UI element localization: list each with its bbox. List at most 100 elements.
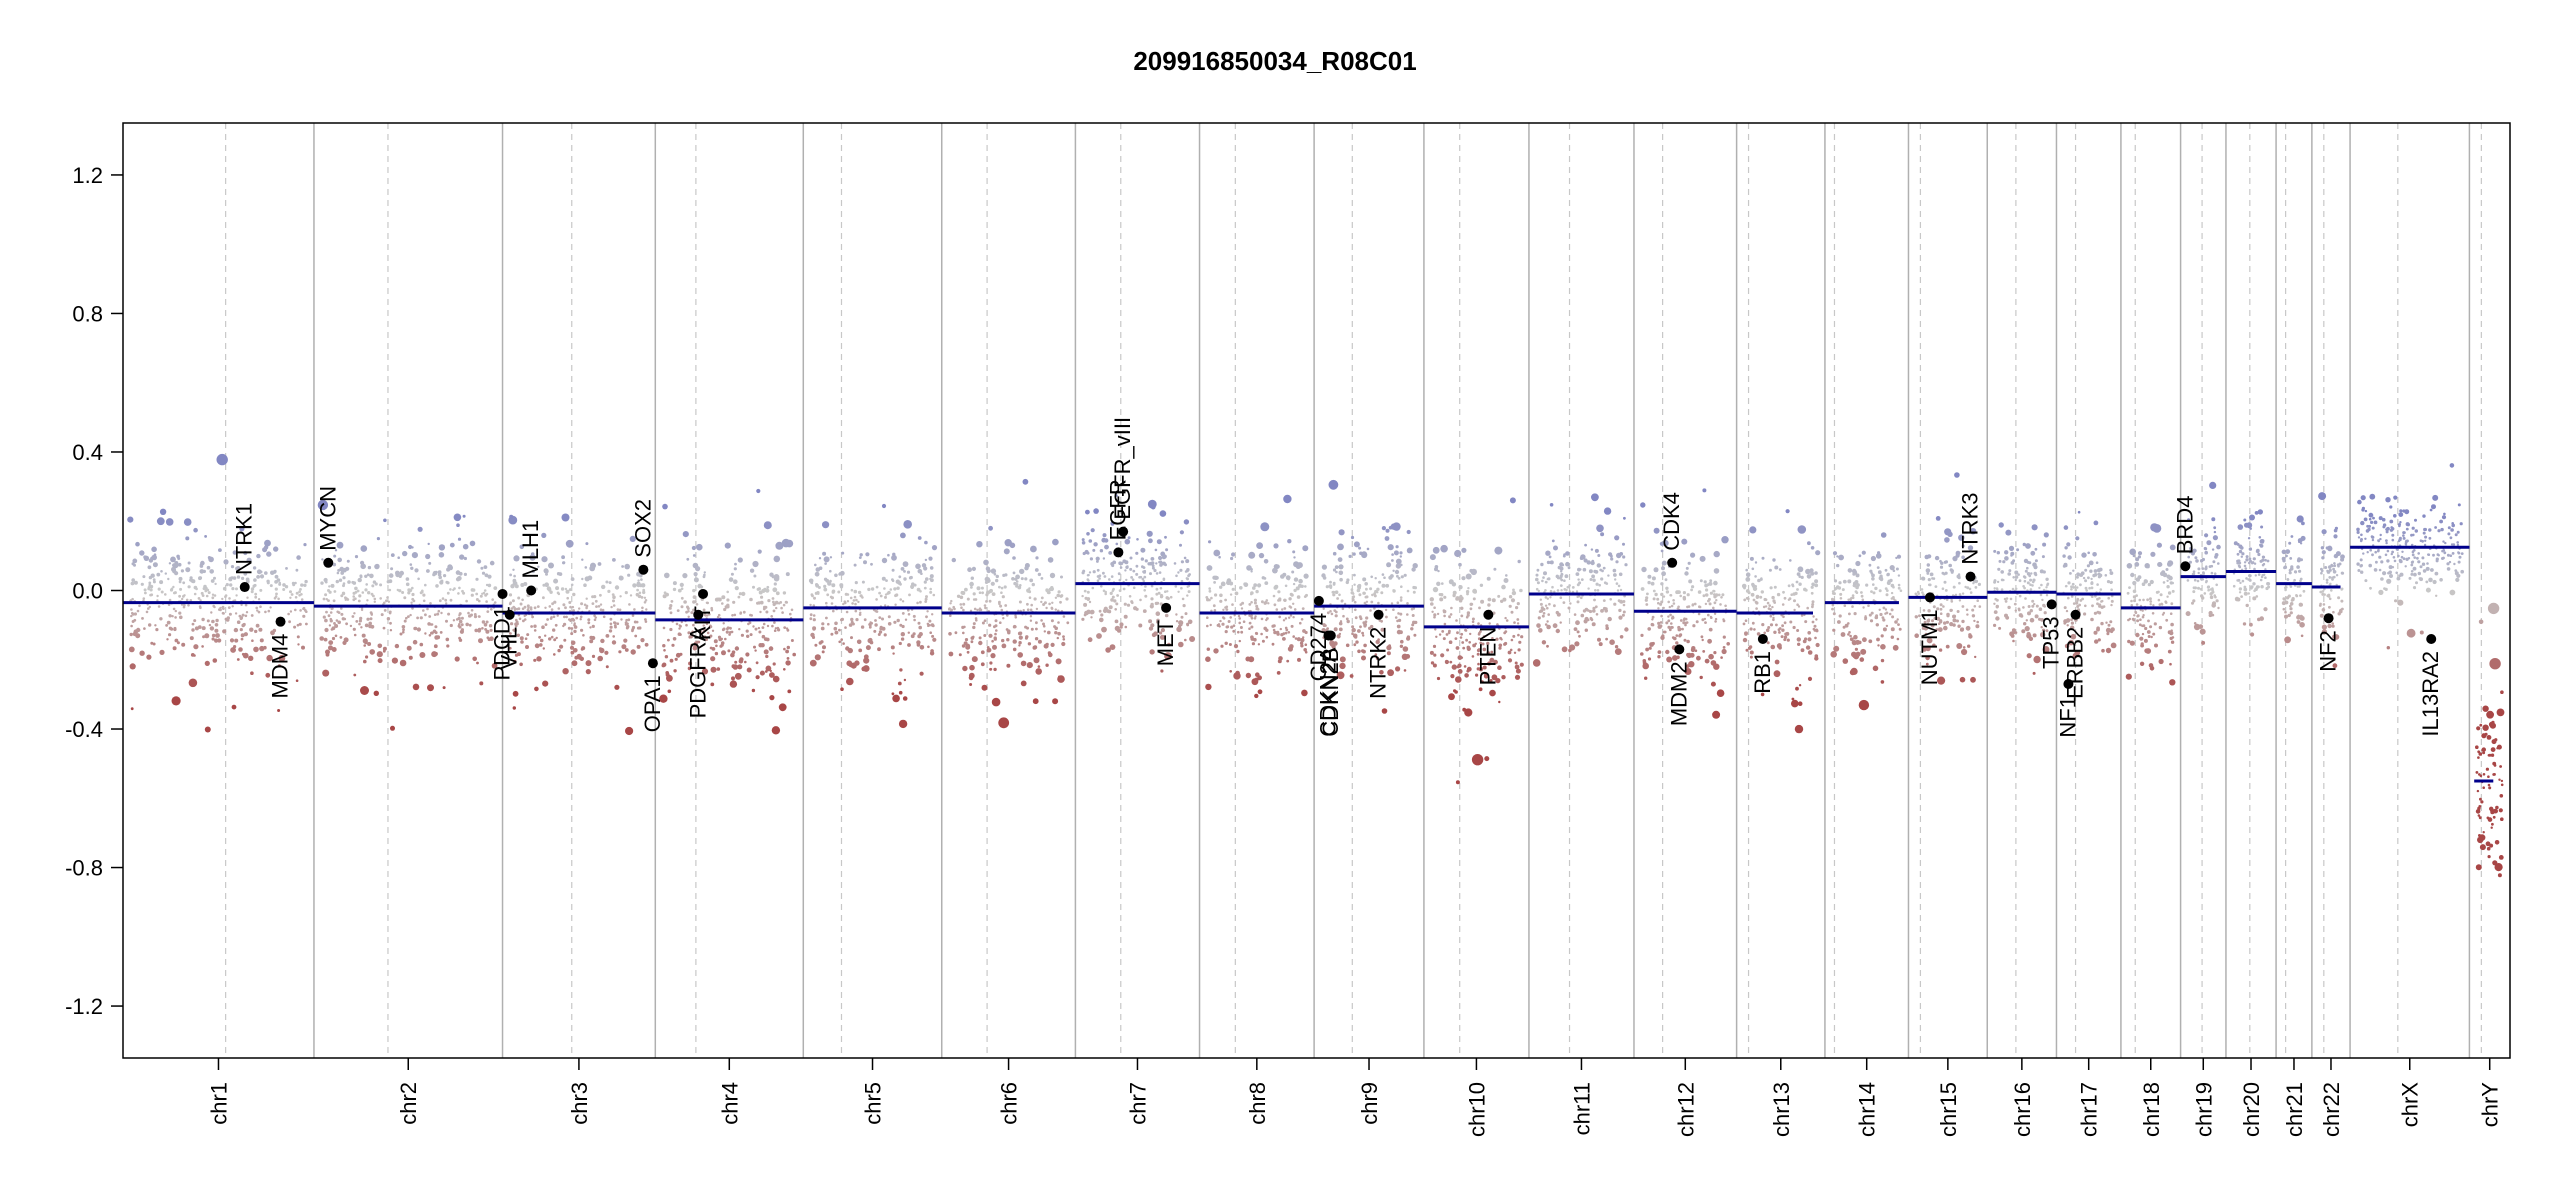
data-point [1687,561,1691,565]
data-point [1304,650,1308,654]
data-point [1697,590,1702,594]
data-point [842,642,845,645]
data-point [1591,574,1595,579]
data-point [1232,629,1236,633]
data-point [377,643,383,649]
data-point [771,624,774,628]
data-point [473,613,477,616]
data-point [358,619,362,623]
data-point [879,625,883,629]
data-point [1772,618,1775,622]
data-point [1443,614,1446,618]
data-point [1507,650,1512,655]
data-point [204,535,208,538]
data-point [2284,610,2287,614]
data-point [993,572,997,576]
data-point [2015,587,2018,590]
data-point [341,617,345,621]
data-point [2242,622,2247,626]
data-point [2217,606,2220,610]
data-point [883,587,886,590]
data-point [2319,590,2323,594]
data-point [1334,590,1339,594]
data-point [1651,615,1655,619]
data-point [1696,655,1701,661]
data-point [2254,574,2257,577]
data-point [2033,565,2038,570]
data-point [769,672,775,678]
data-point [328,640,334,645]
data-point [1695,620,1699,624]
data-point [680,596,684,600]
data-point [2328,565,2332,569]
data-point [1837,586,1842,590]
data-point [322,669,330,677]
data-point [782,591,787,595]
data-point [1465,573,1472,580]
data-point [1891,615,1895,619]
data-point [206,619,210,623]
data-point [1379,670,1384,675]
data-point [1509,497,1516,504]
data-point [2431,504,2436,510]
data-point [1836,563,1840,568]
data-point [1567,606,1571,610]
data-point [1386,645,1392,651]
data-point [1580,613,1585,618]
data-point [1970,676,1976,683]
data-point [1471,754,1484,766]
data-point [300,583,304,587]
data-point [585,669,591,675]
data-point [1321,573,1326,578]
data-point [1282,637,1286,641]
data-point [446,581,450,585]
data-point [1690,588,1693,592]
data-point [1109,644,1116,650]
data-point [1177,624,1182,629]
data-point [1884,587,1888,590]
data-point [514,624,518,628]
data-point [1665,590,1670,594]
data-point [1860,594,1864,598]
data-point [2160,571,2165,576]
data-point [644,620,648,623]
data-point [611,593,615,596]
data-point [1464,673,1469,678]
data-point [1566,585,1570,589]
data-point [521,607,525,610]
data-point [1176,626,1182,633]
data-point [256,569,262,575]
data-point [1180,615,1184,619]
data-point [891,578,894,581]
data-point [1132,586,1136,589]
data-point [2034,547,2038,551]
data-point [1050,642,1055,648]
data-point [2249,527,2252,530]
data-point [520,583,525,587]
data-point [2243,518,2247,522]
data-point [1765,628,1770,633]
data-point [402,550,408,557]
data-point [2045,629,2049,633]
data-point [2245,577,2248,580]
data-point [550,608,554,611]
data-point [1882,618,1886,622]
data-point [442,686,446,690]
data-point [1684,571,1689,576]
data-point [1921,576,1926,581]
data-point [1811,605,1814,609]
data-point [172,646,177,651]
data-point [1776,592,1781,597]
data-point [241,652,245,656]
data-point [887,622,892,626]
data-point [1429,650,1434,655]
data-point [627,618,631,622]
data-point [1757,578,1761,583]
data-point [1924,632,1928,636]
data-point [1206,647,1211,651]
data-point [440,579,444,583]
data-point [1057,621,1060,624]
data-point [463,572,467,577]
data-point [1487,597,1492,602]
data-point [1769,608,1772,611]
